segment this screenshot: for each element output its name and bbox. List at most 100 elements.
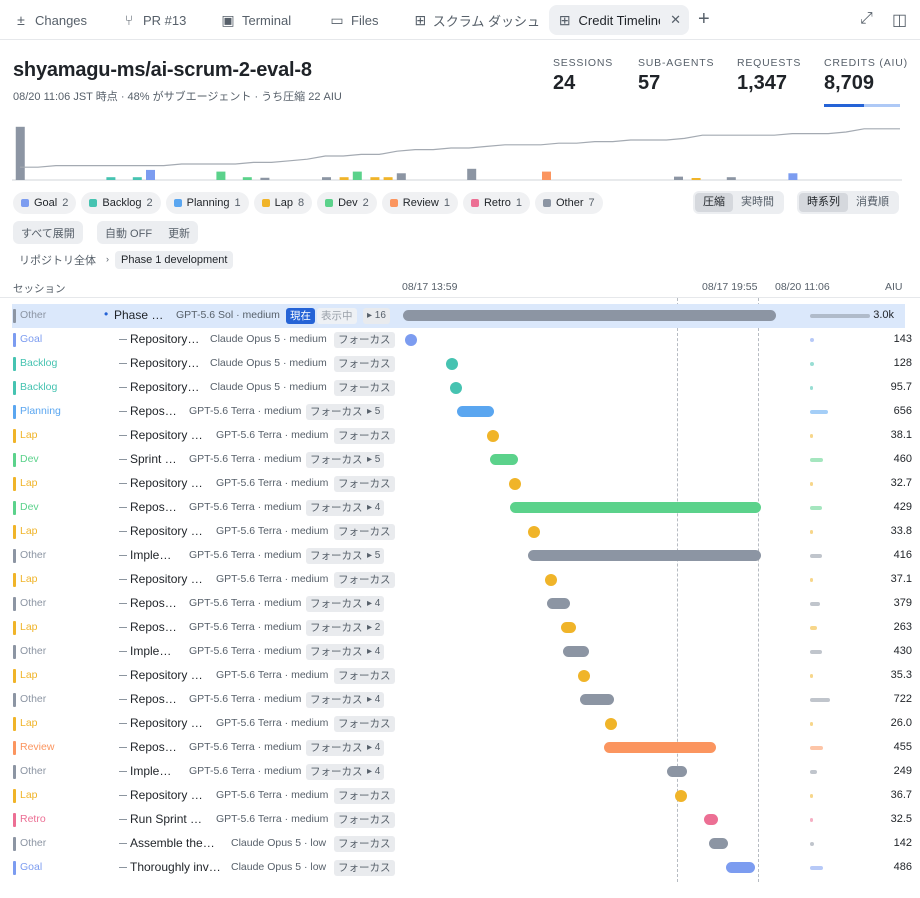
mode-realtime[interactable]: 実時間	[741, 196, 774, 208]
session-row[interactable]: Goal Thoroughly inv… Claude Opus 5 · low フォ…	[0, 856, 920, 880]
focus-button[interactable]: フォーカス	[334, 860, 395, 876]
session-row[interactable]: Backlog Repository… Claude Opus 5 · medium…	[0, 352, 920, 376]
tab-changes[interactable]: ± Changes	[13, 5, 87, 35]
filter-chip-goal[interactable]: Goal 2	[13, 192, 77, 214]
sort-by-consumption[interactable]: 消費順	[856, 196, 889, 208]
session-category: Lap	[20, 477, 38, 489]
aiu-mini-bar	[810, 410, 829, 414]
breadcrumb-root[interactable]: リポジトリ全体	[19, 255, 96, 267]
tab-credit-timeline[interactable]: ⊞ Credit Timeline ✕	[549, 5, 689, 35]
session-row[interactable]: Other • Phase … GPT-5.6 Sol · medium 現在 表示中 ▸ …	[12, 304, 905, 328]
session-row[interactable]: Lap Repository … GPT-5.6 Terra · medium フォー…	[0, 784, 920, 808]
focus-button[interactable]: フォーカス	[334, 812, 395, 828]
session-row[interactable]: Dev Sprint … GPT-5.6 Terra · medium フォーカス ▸ …	[0, 448, 920, 472]
session-row[interactable]: Goal Repository… Claude Opus 5 · medium フォー…	[0, 328, 920, 352]
tree-connector	[119, 363, 127, 364]
session-row[interactable]: Retro Run Sprint … GPT-5.6 Terra · medium フ…	[0, 808, 920, 832]
tab-pr[interactable]: ⑂ PR #13	[121, 5, 187, 35]
filter-chip-lap[interactable]: Lap 8	[253, 192, 313, 214]
session-row[interactable]: Dev Repos… GPT-5.6 Terra · medium フォーカス ▸ 4 4…	[0, 496, 920, 520]
session-row[interactable]: Other Imple… GPT-5.6 Terra · medium フォーカス ▸ …	[0, 760, 920, 784]
session-row[interactable]: Review Repos… GPT-5.6 Terra · medium フォーカス ▸…	[0, 736, 920, 760]
session-row[interactable]: Backlog Repository… Claude Opus 5 · medium…	[0, 376, 920, 400]
session-category: Dev	[20, 453, 39, 465]
session-row[interactable]: Other Imple… GPT-5.6 Terra · medium フォーカス ▸ …	[0, 640, 920, 664]
expand-all-button[interactable]: すべて展開	[13, 221, 83, 244]
focus-button[interactable]: フォーカス	[334, 668, 395, 684]
focus-button[interactable]: フォーカス	[306, 500, 367, 516]
filter-chip-backlog[interactable]: Backlog 2	[81, 192, 161, 214]
filter-chip-review[interactable]: Review 1	[381, 192, 458, 214]
filter-chip-planning[interactable]: Planning 1	[165, 192, 249, 214]
sort-chronological[interactable]: 時系列	[799, 193, 848, 212]
expand-count[interactable]: ▸ 4	[363, 644, 385, 660]
tree-connector	[119, 435, 127, 436]
expand-count[interactable]: ▸ 5	[363, 452, 385, 468]
filter-chip-dev[interactable]: Dev 2	[317, 192, 377, 214]
filter-chip-other[interactable]: Other 7	[535, 192, 603, 214]
category-color-swatch	[543, 199, 551, 207]
focus-button[interactable]: フォーカス	[306, 644, 367, 660]
session-row[interactable]: Lap Repos… GPT-5.6 Terra · medium フォーカス ▸ 2 2…	[0, 616, 920, 640]
session-row[interactable]: Lap Repository … GPT-5.6 Terra · medium フォー…	[0, 712, 920, 736]
session-row[interactable]: Other Repos… GPT-5.6 Terra · medium フォーカス ▸ …	[0, 688, 920, 712]
expand-count[interactable]: ▸ 4	[363, 692, 385, 708]
session-aiu: 26.0	[890, 717, 912, 729]
focus-button[interactable]: フォーカス	[334, 572, 395, 588]
focus-button[interactable]: フォーカス	[334, 716, 395, 732]
expand-count[interactable]: ▸ 4	[363, 740, 385, 756]
focus-button[interactable]: フォーカス	[306, 548, 367, 564]
filter-chip-retro[interactable]: Retro 1	[462, 192, 530, 214]
focus-button[interactable]: フォーカス	[306, 596, 367, 612]
tree-connector	[119, 795, 127, 796]
expand-count[interactable]: ▸ 2	[363, 620, 385, 636]
focus-button[interactable]: フォーカス	[334, 524, 395, 540]
session-row[interactable]: Planning Repos… GPT-5.6 Terra · medium フォーカ…	[0, 400, 920, 424]
tab-terminal[interactable]: ▣ Terminal	[221, 11, 292, 28]
expand-count[interactable]: ▸ 4	[363, 596, 385, 612]
session-row[interactable]: Lap Repository … GPT-5.6 Terra · medium フォー…	[0, 664, 920, 688]
refresh-button[interactable]: 更新	[168, 227, 191, 240]
session-row[interactable]: Other Repos… GPT-5.6 Terra · medium フォーカス ▸ …	[0, 592, 920, 616]
expand-count[interactable]: ▸ 5	[363, 404, 385, 420]
expand-count[interactable]: ▸ 5	[363, 548, 385, 564]
focus-button[interactable]: フォーカス	[334, 788, 395, 804]
expand-count[interactable]: ▸ 4	[363, 764, 385, 780]
focus-button[interactable]: フォーカス	[306, 764, 367, 780]
maximize-icon[interactable]: ⤢	[860, 10, 873, 27]
mode-compressed[interactable]: 圧縮	[695, 193, 733, 212]
session-category: Lap	[20, 429, 38, 441]
focus-button[interactable]: フォーカス	[334, 476, 395, 492]
focus-button[interactable]: フォーカス	[306, 692, 367, 708]
page-subtitle: 08/20 11:06 JST 時点 · 48% がサブエージェント · うち圧…	[13, 91, 342, 103]
tab-files[interactable]: ▭ Files	[330, 11, 379, 28]
new-tab-icon[interactable]: +	[698, 8, 710, 30]
focus-button[interactable]: フォーカス	[306, 452, 367, 468]
session-aiu: 430	[893, 645, 912, 657]
expand-count[interactable]: ▸ 16	[363, 308, 390, 324]
session-row[interactable]: Other Imple… GPT-5.6 Terra · medium フォーカス ▸ …	[0, 544, 920, 568]
split-panel-icon[interactable]: ◫	[892, 12, 908, 29]
focus-button[interactable]: フォーカス	[306, 740, 367, 756]
session-category: Lap	[20, 525, 38, 537]
filter-count: 1	[515, 197, 522, 209]
focus-button[interactable]: フォーカス	[334, 380, 395, 396]
session-row[interactable]: Lap Repository … GPT-5.6 Terra · medium フォー…	[0, 520, 920, 544]
expand-count[interactable]: ▸ 4	[363, 500, 385, 516]
auto-toggle[interactable]: 自動 OFF	[105, 227, 153, 240]
focus-button[interactable]: フォーカス	[334, 428, 395, 444]
focus-button[interactable]: フォーカス	[334, 836, 395, 852]
focus-button[interactable]: フォーカス	[334, 332, 395, 348]
session-row[interactable]: Lap Repository … GPT-5.6 Terra · medium フォー…	[0, 424, 920, 448]
session-aiu: 249	[893, 765, 912, 777]
session-category: Lap	[20, 669, 38, 681]
gantt-point	[508, 478, 521, 490]
focus-button[interactable]: フォーカス	[306, 620, 367, 636]
tab-scrum-dashboard[interactable]: ⊞ スクラム ダッシュ	[414, 11, 540, 29]
session-row[interactable]: Lap Repository … GPT-5.6 Terra · medium フォー…	[0, 568, 920, 592]
focus-button[interactable]: フォーカス	[306, 404, 367, 420]
focus-button[interactable]: フォーカス	[334, 356, 395, 372]
close-icon[interactable]: ✕	[670, 12, 681, 27]
session-row[interactable]: Lap Repository … GPT-5.6 Terra · medium フォー…	[0, 472, 920, 496]
session-row[interactable]: Other Assemble the… Claude Opus 5 · low フォー…	[0, 832, 920, 856]
